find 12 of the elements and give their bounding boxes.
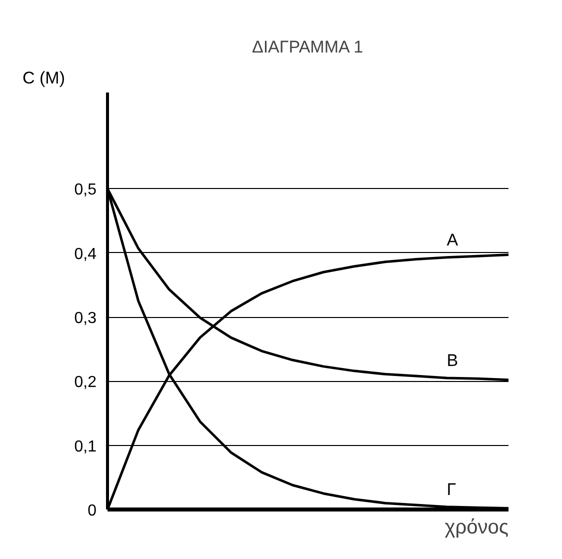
y-tick-label: 0,3 bbox=[74, 310, 97, 328]
series-label: B bbox=[446, 350, 458, 370]
y-tick-label: 0,5 bbox=[74, 182, 97, 199]
y-tick-label: 0,4 bbox=[74, 246, 97, 263]
series-label: Γ bbox=[446, 480, 456, 499]
y-tick-label: 0 bbox=[88, 502, 97, 520]
series-label: A bbox=[446, 230, 459, 250]
y-tick-label: 0,2 bbox=[74, 374, 97, 392]
chart-title: ΔΙΑΓΡΑΜΜΑ 1 bbox=[252, 38, 364, 56]
x-axis-title: χρόνος bbox=[444, 516, 509, 538]
y-axis-title: C (M) bbox=[22, 68, 65, 88]
y-tick-label: 0,1 bbox=[74, 438, 97, 456]
